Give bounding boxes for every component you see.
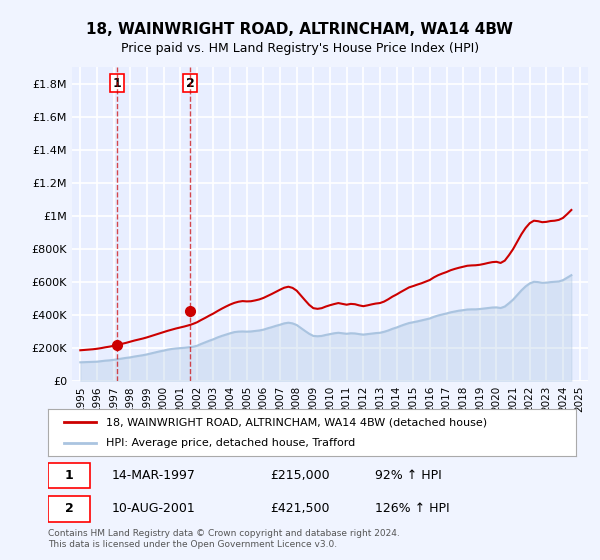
Text: 1: 1 bbox=[65, 469, 73, 482]
Text: 18, WAINWRIGHT ROAD, ALTRINCHAM, WA14 4BW: 18, WAINWRIGHT ROAD, ALTRINCHAM, WA14 4B… bbox=[86, 22, 514, 38]
Text: 1: 1 bbox=[113, 77, 121, 90]
Text: £215,000: £215,000 bbox=[270, 469, 329, 482]
FancyBboxPatch shape bbox=[48, 463, 90, 488]
Text: 14-MAR-1997: 14-MAR-1997 bbox=[112, 469, 195, 482]
Text: HPI: Average price, detached house, Trafford: HPI: Average price, detached house, Traf… bbox=[106, 438, 355, 448]
Text: £421,500: £421,500 bbox=[270, 502, 329, 515]
Text: 10-AUG-2001: 10-AUG-2001 bbox=[112, 502, 195, 515]
Text: 126% ↑ HPI: 126% ↑ HPI bbox=[376, 502, 450, 515]
Text: 2: 2 bbox=[65, 502, 73, 515]
Text: 18, WAINWRIGHT ROAD, ALTRINCHAM, WA14 4BW (detached house): 18, WAINWRIGHT ROAD, ALTRINCHAM, WA14 4B… bbox=[106, 417, 487, 427]
Text: Price paid vs. HM Land Registry's House Price Index (HPI): Price paid vs. HM Land Registry's House … bbox=[121, 42, 479, 55]
Text: Contains HM Land Registry data © Crown copyright and database right 2024.
This d: Contains HM Land Registry data © Crown c… bbox=[48, 529, 400, 549]
Text: 92% ↑ HPI: 92% ↑ HPI bbox=[376, 469, 442, 482]
FancyBboxPatch shape bbox=[48, 496, 90, 522]
Text: 2: 2 bbox=[186, 77, 194, 90]
